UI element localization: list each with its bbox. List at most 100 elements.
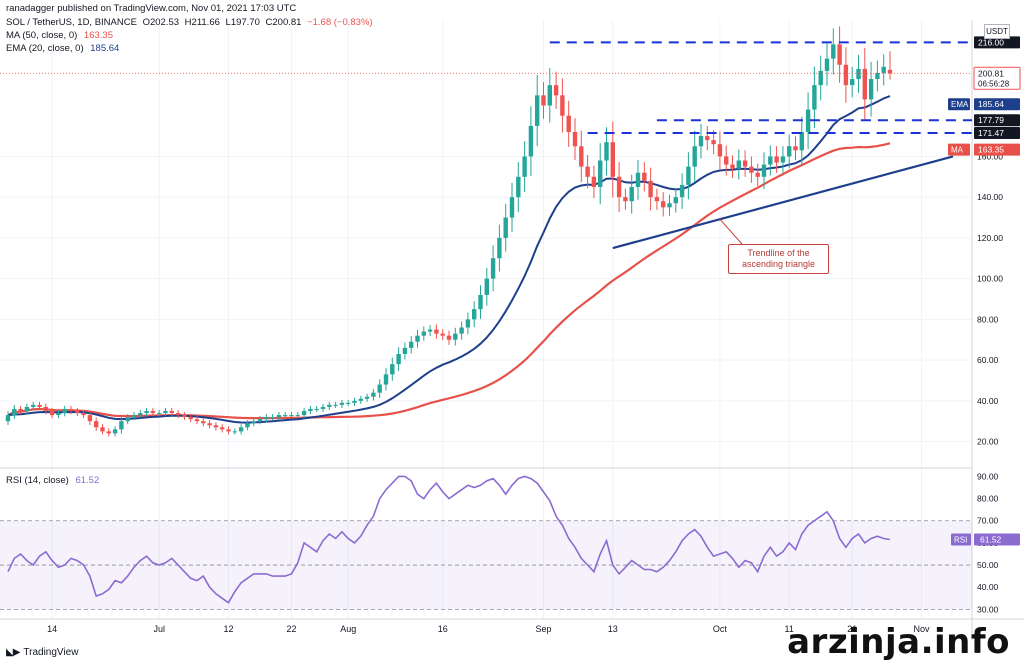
tradingview-logo[interactable]: ◣▶ TradingView: [6, 647, 78, 658]
candle-body: [453, 333, 458, 340]
candle-body: [301, 411, 307, 416]
candle-body: [742, 160, 748, 167]
ema-legend[interactable]: EMA (20, close, 0) 185.64: [6, 43, 119, 54]
price-unit-label[interactable]: USDT: [984, 24, 1010, 39]
candle-body: [339, 402, 345, 405]
candle-body: [421, 331, 426, 336]
price-tag-level2: 171.47: [978, 128, 1004, 138]
ema20-line: [7, 95, 891, 424]
candle-body: [144, 411, 149, 414]
watermark: arzinja.info: [787, 622, 1010, 662]
candle-body: [264, 417, 269, 420]
candle-body: [131, 415, 137, 418]
candle-body: [642, 172, 647, 181]
candle-body: [566, 115, 571, 132]
time-tick-label: 11: [785, 624, 794, 634]
candle-body: [654, 197, 660, 202]
candle-body: [251, 421, 256, 424]
candle-body: [68, 408, 74, 412]
rsi-tag-value: 61.52: [980, 535, 1002, 545]
rsi-tick-label: 80.00: [977, 494, 999, 504]
candle-body: [736, 160, 741, 169]
candle-body: [396, 353, 401, 365]
time-tick-label: 14: [47, 624, 57, 634]
price-tag-bg-level2: [974, 127, 1020, 140]
candle-body: [100, 427, 105, 432]
price-tag-bg-last: [973, 66, 1021, 90]
candle-body: [509, 197, 515, 218]
candle-body: [478, 294, 483, 310]
candle-body: [824, 58, 830, 71]
price-tag-ema: 185.64: [978, 99, 1004, 109]
candle-body: [818, 70, 823, 86]
candles: [5, 26, 893, 437]
candle-body: [755, 172, 760, 177]
candle-body: [610, 142, 615, 177]
candle-body: [377, 384, 382, 393]
price-tag-last: 200.81: [978, 68, 1004, 78]
time-tick-label: 12: [223, 624, 233, 634]
candle-body: [598, 160, 603, 187]
candle-body: [182, 415, 187, 418]
candle-body: [623, 197, 628, 202]
candle-body: [579, 146, 584, 167]
candle-body: [862, 68, 867, 100]
rsi-legend[interactable]: RSI (14, close) 61.52: [6, 475, 99, 486]
candle-body: [761, 164, 767, 177]
tradingview-logo-icon: ◣▶: [6, 647, 20, 658]
candle-body: [535, 95, 540, 126]
ohlc-low: L197.70: [225, 17, 260, 28]
price-tag-bg-ma: [974, 143, 1020, 156]
candle-body: [352, 400, 357, 403]
candle-body: [503, 217, 508, 238]
candle-body: [169, 411, 174, 414]
candle-body: [875, 72, 880, 80]
ma-legend-value: 163.35: [83, 30, 113, 41]
tradingview-logo-text: TradingView: [23, 647, 79, 658]
price-tick-label: 20.00: [977, 437, 999, 447]
candle-body: [94, 421, 99, 428]
candle-body: [31, 404, 36, 407]
candle-body: [698, 136, 704, 147]
ma50-line: [7, 142, 891, 420]
candle-body: [270, 417, 275, 419]
candle-body: [87, 415, 93, 422]
candle-body: [812, 85, 817, 110]
candle-body: [472, 309, 477, 320]
candle-body: [220, 427, 225, 430]
annotation-line-1: Trendline of the: [747, 248, 810, 258]
time-tick-label: 22: [286, 624, 296, 634]
trendline-annotation: Trendline of the ascending triangle: [728, 244, 829, 274]
candle-body: [648, 180, 653, 198]
price-tag-label-bg-ema: [948, 98, 970, 111]
candle-body: [346, 402, 351, 404]
rsi-tick-label: 50.00: [977, 560, 999, 570]
candle-body: [213, 425, 219, 428]
symbol-title[interactable]: SOL / TetherUS, 1D, BINANCE: [6, 17, 137, 28]
candle-body: [106, 431, 111, 434]
time-tick-label: 16: [438, 624, 448, 634]
candle-body: [661, 201, 666, 208]
candle-body: [679, 184, 685, 198]
candle-body: [289, 415, 294, 417]
ma-legend[interactable]: MA (50, close, 0) 163.35: [6, 30, 113, 41]
candle-body: [768, 156, 773, 165]
time-tick-label: 21: [847, 624, 857, 634]
candle-body: [390, 364, 395, 375]
candle-body: [881, 66, 886, 73]
candle-body: [276, 415, 282, 418]
price-tick-label: 80.00: [977, 314, 999, 324]
candle-body: [591, 176, 597, 187]
candle-body: [125, 417, 130, 422]
candle-body: [585, 166, 590, 177]
rsi-tick-label: 40.00: [977, 582, 999, 592]
candle-body: [629, 186, 634, 202]
candle-body: [207, 423, 212, 426]
candle-body: [673, 197, 678, 204]
candle-body: [62, 408, 67, 414]
candle-body: [528, 125, 534, 157]
candle-body: [868, 79, 874, 100]
candle-body: [686, 166, 691, 185]
ma-line: [7, 95, 891, 424]
